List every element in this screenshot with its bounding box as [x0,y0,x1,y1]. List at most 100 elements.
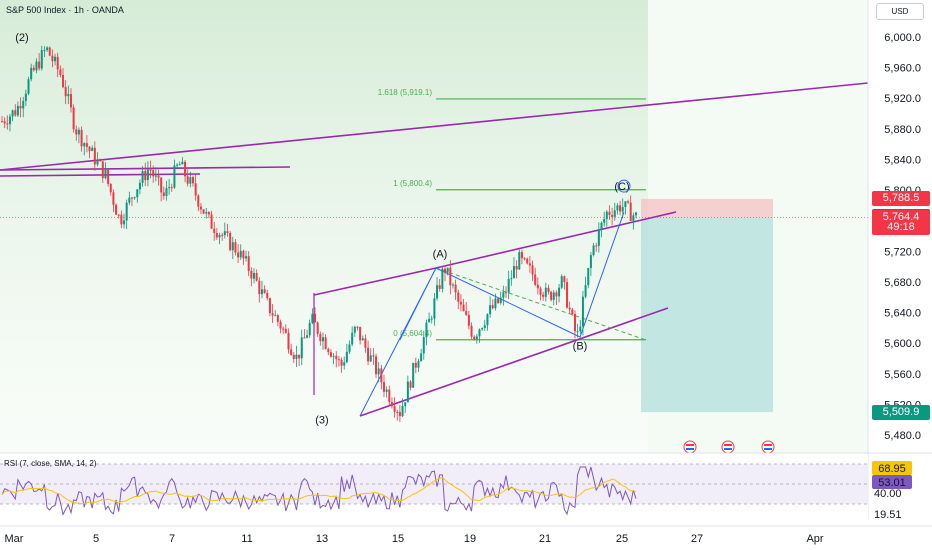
event-flag-stripe [724,444,732,446]
candle-body [16,105,19,116]
trendline [0,82,869,171]
candle-body [64,87,67,97]
stop-zone [641,198,773,218]
candle-body [231,242,234,251]
candle-body [24,93,27,101]
candle-body [576,331,579,333]
candle-body [507,279,510,293]
candle-body [154,175,157,177]
candle-body [314,313,317,323]
candle-body [48,47,51,56]
candle-body [229,232,232,251]
fib-level-label: 1.618 (5,919.1) [378,88,433,97]
candle-body [473,336,476,340]
candle-body [454,284,457,293]
candle-body [324,337,327,349]
candle-body [475,336,478,340]
candle-body [189,177,192,184]
price-tag: 5,509.9 [872,404,930,420]
price-axis-label: 6,000.0 [884,32,921,44]
candle-body [329,352,332,357]
candle-body [138,182,141,190]
candle-body [396,411,399,413]
price-axis-label: 5,600.0 [884,338,921,350]
candle-body [117,214,120,216]
candle-body [512,266,515,279]
rsi-label: RSI (7, close, SMA, 14, 2) [4,459,97,468]
candle-body [406,381,409,403]
candle-body [125,202,128,221]
candle-body [107,169,110,184]
candle-body [176,164,179,166]
candle-body [191,177,194,184]
candle-body [260,289,263,295]
candle-body [534,274,537,285]
candle-body [170,187,173,189]
candle-body [306,335,309,338]
currency-button[interactable]: USD [876,3,924,20]
candle-body [3,121,6,124]
candle-body [483,325,486,328]
event-flag-stripe [764,448,772,450]
candle-body [245,256,248,259]
candle-body [547,287,550,292]
price-axis-label: 5,960.0 [884,63,921,75]
candle-body [515,266,518,270]
candle-body [550,291,553,300]
price-tag: 49:18 [872,220,930,236]
candle-body [239,250,242,258]
candle-body [581,296,584,327]
candle-body [364,338,367,348]
event-flag-icon [761,440,775,454]
candle-body [563,276,566,283]
trendline [0,173,201,177]
wave-label: (3) [315,415,328,427]
time-axis-label: 15 [392,533,404,545]
candle-body [181,161,184,165]
candle-body [144,170,147,181]
candle-body [93,147,96,165]
dashed-channel [435,267,647,341]
candle-body [356,326,359,328]
candle-body [247,256,250,271]
candle-body [566,282,569,308]
trendline [359,307,669,417]
candle-body [457,292,460,302]
candle-body [8,116,11,125]
candle-body [393,406,396,412]
price-axis-label: 5,920.0 [884,93,921,105]
candle-body [382,382,385,392]
candle-body [123,220,126,225]
candle-body [505,292,508,294]
candle-body [343,362,346,366]
target-zone [641,217,773,413]
candle-body [27,79,30,94]
candle-body [579,326,582,332]
candle-body [69,94,72,108]
candle-body [584,285,587,297]
candle-body [348,344,351,352]
candle-body [128,197,131,203]
candle-body [274,315,277,317]
candle-body [62,74,65,88]
candle-body [268,298,271,314]
candle-body [38,61,41,69]
candle-body [462,304,465,312]
candle-body [96,160,99,165]
price-axis-label: 5,840.0 [884,154,921,166]
candle-body [412,362,415,388]
candle-body [486,314,489,326]
candle-body [287,332,290,350]
candle-body [46,47,49,50]
candle-body [390,402,393,407]
candle-body [542,294,545,297]
candle-body [88,146,91,151]
price-axis-label: 5,880.0 [884,124,921,136]
candle-body [568,307,571,310]
chart-title: S&P 500 Index · 1h · OANDA [6,5,124,15]
candle-body [253,272,256,279]
candle-body [502,292,505,298]
candle-body [234,242,237,253]
shaded-range [0,0,648,453]
